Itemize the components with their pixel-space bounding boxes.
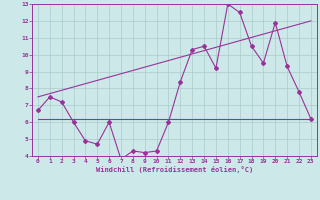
X-axis label: Windchill (Refroidissement éolien,°C): Windchill (Refroidissement éolien,°C) — [96, 166, 253, 173]
